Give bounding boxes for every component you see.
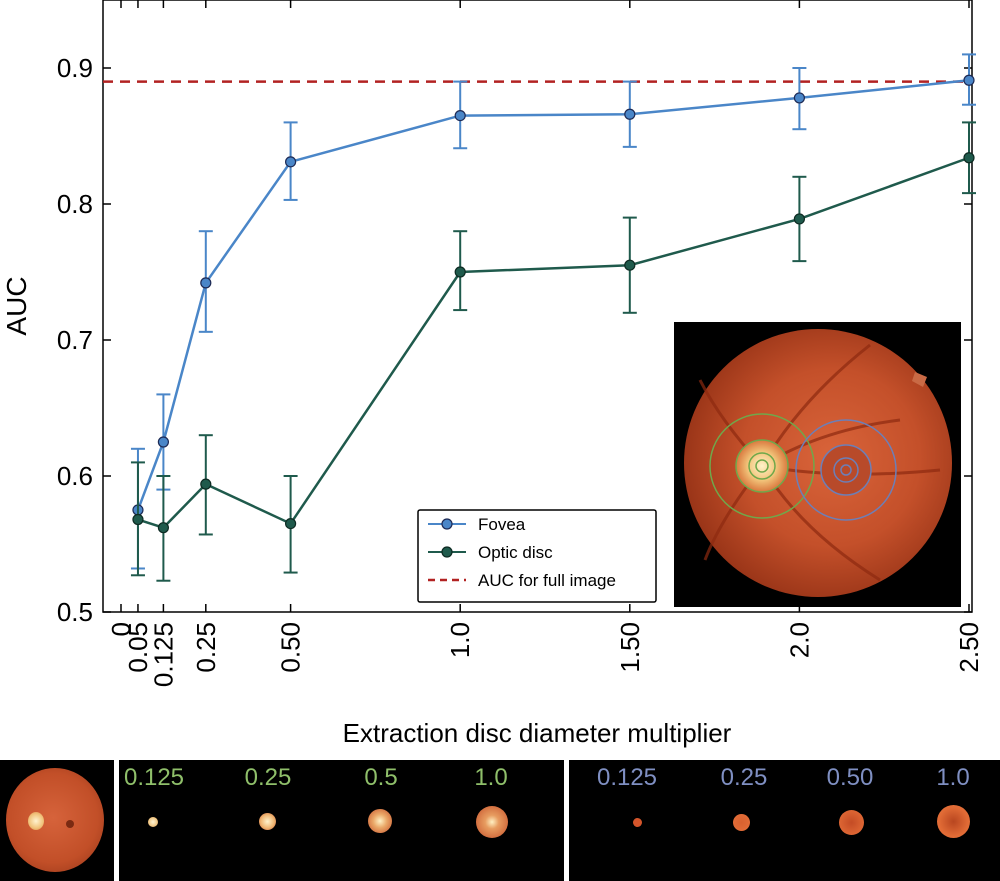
inset-fundus-image bbox=[674, 322, 961, 607]
optic-disc-crops-panel: 0.125 0.25 0.5 1.0 bbox=[119, 760, 564, 881]
data-point bbox=[963, 152, 975, 164]
x-axis: 00.050.125 0.25 0.50 1.0 1.50 2.0 2.50 bbox=[106, 0, 984, 687]
y-tick-label: 0.6 bbox=[57, 461, 93, 491]
x-tick-label: 2.0 bbox=[784, 622, 814, 658]
fovea-crop-050 bbox=[839, 810, 864, 835]
legend: Fovea Optic disc AUC for full image bbox=[417, 509, 657, 603]
fovea-crop-10 bbox=[937, 805, 970, 838]
y-axis-label: AUC bbox=[1, 276, 32, 335]
x-tick-label: 0 bbox=[106, 622, 136, 636]
series-optic-disc bbox=[130, 121, 976, 582]
optic-disc-crop-025 bbox=[259, 813, 276, 830]
fovea-crops-panel: 0.125 0.25 0.50 1.0 bbox=[569, 760, 1000, 881]
optic-disc-crop-label-025: 0.25 bbox=[244, 764, 292, 791]
data-point bbox=[793, 92, 806, 104]
data-point bbox=[157, 522, 169, 534]
x-tick-label: 0.50 bbox=[276, 622, 306, 673]
data-point bbox=[285, 156, 297, 168]
auc-chart: 0.5 0.6 0.7 0.8 0.9 00.050.125 0.25 0.50 1.0 1.5… bbox=[1, 0, 984, 748]
fovea-crop-0125 bbox=[633, 818, 642, 827]
data-point bbox=[963, 74, 975, 86]
x-tick-label: 0.05 bbox=[123, 622, 153, 673]
fovea-crop-label-0125: 0.125 bbox=[596, 764, 658, 791]
fovea-crop-label-10: 1.0 bbox=[936, 764, 970, 791]
series-layer bbox=[130, 53, 976, 582]
legend-item-fovea: Fovea bbox=[428, 515, 526, 534]
fovea-crop-label-025: 0.25 bbox=[720, 764, 768, 791]
full-fundus-panel bbox=[0, 760, 114, 881]
data-point bbox=[624, 108, 636, 120]
x-tick-label: 0.125 bbox=[148, 622, 178, 687]
optic-disc-crop-label-0125: 0.125 bbox=[123, 764, 185, 791]
x-tick-label: 1.0 bbox=[445, 622, 475, 658]
data-point bbox=[132, 513, 144, 526]
y-tick-label: 0.9 bbox=[57, 53, 93, 83]
y-tick-label: 0.7 bbox=[57, 325, 93, 355]
x-tick-label: 1.50 bbox=[615, 622, 645, 673]
legend-label-full-image: AUC for full image bbox=[478, 571, 616, 590]
data-point bbox=[200, 478, 212, 490]
extraction-examples-strip: 0.125 0.25 0.5 1.0 0.125 0.25 0.50 1.0 bbox=[0, 760, 1000, 881]
full-fundus-thumbnail bbox=[6, 768, 104, 872]
full-fundus-fovea bbox=[66, 820, 74, 828]
x-tick-label: 0.25 bbox=[191, 622, 221, 673]
optic-disc-crop-10 bbox=[476, 806, 508, 838]
optic-disc-crop-label-05: 0.5 bbox=[364, 764, 398, 791]
plot-frame bbox=[102, 0, 973, 613]
y-axis: 0.5 0.6 0.7 0.8 0.9 bbox=[57, 53, 972, 627]
series-line bbox=[136, 78, 970, 511]
data-point bbox=[454, 109, 466, 122]
data-point bbox=[285, 517, 297, 530]
data-point bbox=[200, 277, 212, 289]
optic-disc-crop-0125 bbox=[148, 817, 158, 827]
data-point bbox=[454, 266, 466, 278]
data-point bbox=[793, 213, 806, 225]
data-point bbox=[157, 436, 169, 448]
series-line bbox=[137, 156, 970, 530]
full-fundus-disc bbox=[28, 812, 44, 830]
y-tick-label: 0.8 bbox=[57, 189, 93, 219]
legend-item-optic-disc: Optic disc bbox=[428, 543, 553, 562]
legend-label-fovea: Fovea bbox=[478, 515, 526, 534]
series-fovea bbox=[130, 53, 976, 570]
legend-label-optic-disc: Optic disc bbox=[478, 543, 553, 562]
optic-disc-crop-05 bbox=[368, 809, 392, 833]
x-tick-label: 2.50 bbox=[954, 622, 984, 673]
data-point bbox=[624, 259, 636, 271]
optic-disc-crop-label-10: 1.0 bbox=[474, 764, 508, 791]
fovea-crop-025 bbox=[733, 814, 750, 831]
y-tick-label: 0.5 bbox=[57, 597, 93, 627]
legend-item-full-image: AUC for full image bbox=[428, 571, 616, 590]
x-axis-label: Extraction disc diameter multiplier bbox=[343, 718, 732, 748]
fovea-crop-label-050: 0.50 bbox=[826, 764, 874, 791]
